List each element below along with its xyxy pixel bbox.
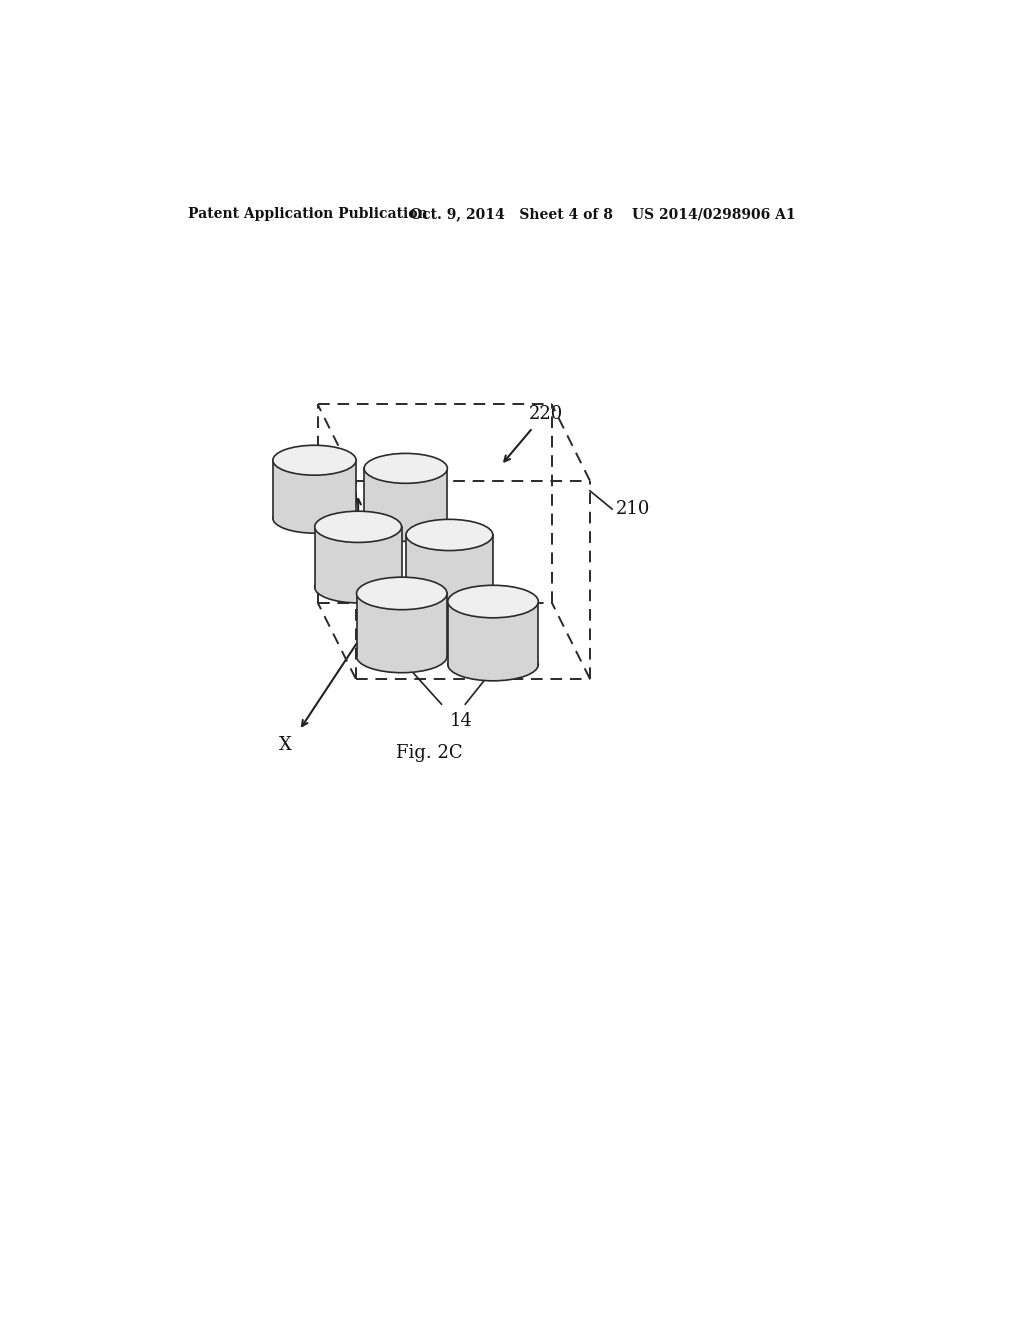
- FancyBboxPatch shape: [356, 594, 447, 656]
- Ellipse shape: [356, 640, 447, 673]
- Text: Fig. 2C: Fig. 2C: [396, 744, 463, 762]
- Text: Y: Y: [497, 647, 509, 665]
- Ellipse shape: [365, 511, 447, 541]
- FancyBboxPatch shape: [314, 527, 401, 587]
- Text: US 2014/0298906 A1: US 2014/0298906 A1: [632, 207, 796, 222]
- Text: Oct. 9, 2014   Sheet 4 of 8: Oct. 9, 2014 Sheet 4 of 8: [410, 207, 612, 222]
- FancyBboxPatch shape: [365, 469, 447, 527]
- Ellipse shape: [447, 648, 539, 681]
- FancyBboxPatch shape: [447, 602, 539, 664]
- Ellipse shape: [272, 445, 356, 475]
- Ellipse shape: [356, 577, 447, 610]
- Text: Z: Z: [338, 470, 350, 487]
- Ellipse shape: [272, 503, 356, 533]
- Ellipse shape: [365, 453, 447, 483]
- Ellipse shape: [406, 579, 493, 611]
- Text: 220: 220: [528, 405, 563, 422]
- Text: X: X: [279, 735, 292, 754]
- Ellipse shape: [447, 585, 539, 618]
- Ellipse shape: [314, 572, 401, 603]
- Text: 14: 14: [450, 713, 472, 730]
- Text: 210: 210: [616, 500, 650, 517]
- FancyBboxPatch shape: [406, 535, 493, 595]
- Ellipse shape: [314, 511, 401, 543]
- Text: Patent Application Publication: Patent Application Publication: [187, 207, 427, 222]
- Ellipse shape: [406, 519, 493, 550]
- FancyBboxPatch shape: [272, 461, 356, 519]
